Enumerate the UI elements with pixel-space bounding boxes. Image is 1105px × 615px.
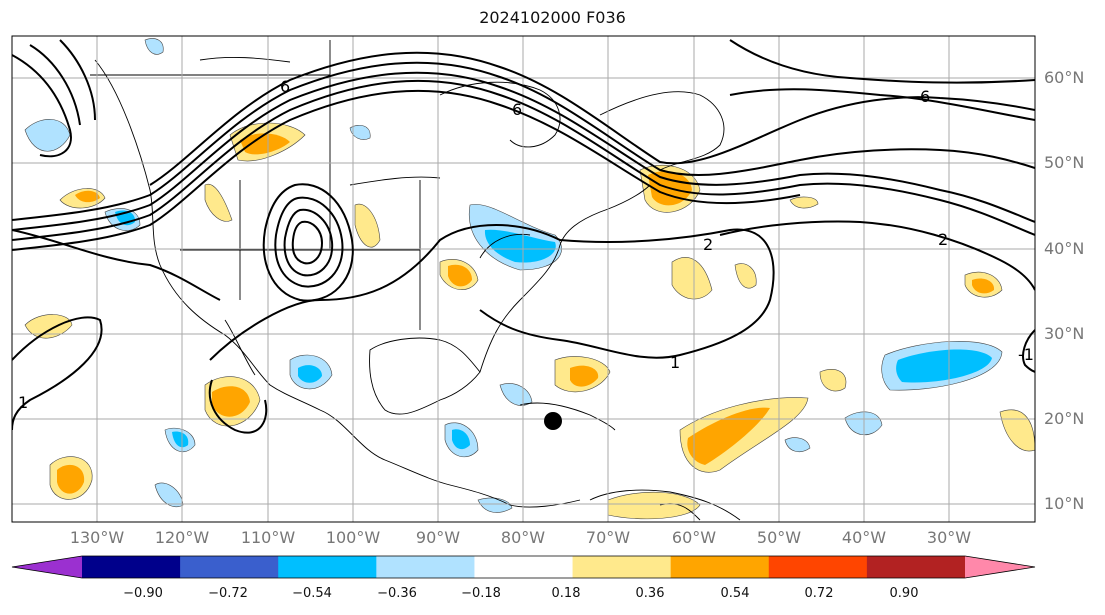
colorbar-segment: [866, 556, 966, 578]
lon-label: 80°W: [500, 528, 546, 547]
contour-label: 2: [938, 230, 948, 249]
colorbar-tick-label: 0.54: [720, 586, 750, 601]
contour-label: 6: [280, 77, 290, 96]
height-contours: [12, 39, 1035, 434]
storm-marker: [544, 412, 562, 430]
graticule: [12, 36, 1035, 522]
colorbar-tick-label: −0.90: [123, 586, 163, 601]
lon-label: 30°W: [926, 528, 972, 547]
colorbar-extend-low: [12, 556, 82, 578]
colorbar-segment: [670, 556, 770, 578]
contour-label: 2: [703, 235, 713, 254]
colorbar-tick-label: −0.54: [292, 586, 332, 601]
lon-label: 110°W: [240, 528, 296, 547]
lat-label: 60°N: [1044, 68, 1085, 87]
anomaly-shading: [24, 38, 1035, 520]
lon-label: 60°W: [671, 528, 717, 547]
lat-label: 10°N: [1044, 494, 1085, 513]
contour-label: 1: [670, 353, 680, 372]
lat-label: 20°N: [1044, 409, 1085, 428]
colorbar-tick-label: 0.36: [635, 586, 665, 601]
lon-label: 120°W: [154, 528, 210, 547]
coastlines: [90, 40, 741, 521]
lat-label: 50°N: [1044, 153, 1085, 172]
colorbar-segment: [278, 556, 377, 578]
colorbar-outline: [11, 555, 1036, 579]
colorbar-tick-label: −0.72: [208, 586, 248, 601]
colorbar-segment: [572, 556, 672, 578]
lon-label: 40°W: [841, 528, 887, 547]
colorbar-segment: [180, 556, 279, 578]
colorbar-tick-label: 0.90: [889, 586, 919, 601]
colorbar-segment: [474, 556, 574, 578]
colorbar: [11, 555, 1036, 579]
map-frame: [11, 35, 1036, 523]
colorbar-segment: [768, 556, 868, 578]
lon-label: 90°W: [415, 528, 461, 547]
contour-label: -1: [1018, 345, 1034, 364]
contour-label: 6: [920, 87, 930, 106]
map-title: 2024102000 F036: [479, 8, 626, 27]
colorbar-tick-label: 0.18: [551, 586, 581, 601]
lon-label: 130°W: [69, 528, 125, 547]
colorbar-tick-label: −0.18: [461, 586, 501, 601]
contour-label: 1: [18, 393, 28, 412]
contour-label: 6: [512, 100, 522, 119]
colorbar-tick-label: 0.72: [804, 586, 834, 601]
lon-label: 70°W: [585, 528, 631, 547]
colorbar-segment: [376, 556, 475, 578]
colorbar-segment: [82, 556, 181, 578]
lat-label: 30°N: [1044, 324, 1085, 343]
lon-label: 100°W: [325, 528, 381, 547]
colorbar-tick-label: −0.36: [377, 586, 417, 601]
lat-label: 40°N: [1044, 239, 1085, 258]
colorbar-extend-high: [965, 556, 1035, 578]
lon-label: 50°W: [756, 528, 802, 547]
